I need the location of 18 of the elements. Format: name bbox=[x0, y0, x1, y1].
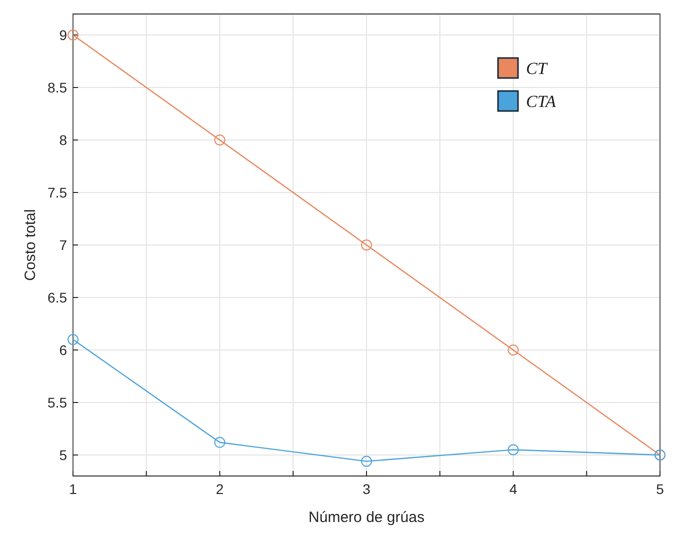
y-tick-label: 7.5 bbox=[48, 184, 68, 200]
legend-label: CTA bbox=[526, 92, 557, 111]
x-tick-label: 3 bbox=[362, 481, 371, 497]
x-tick-label: 2 bbox=[216, 481, 224, 497]
legend-label: CT bbox=[526, 59, 548, 78]
y-tick-label: 6.5 bbox=[48, 290, 68, 306]
y-tick-label: 7 bbox=[59, 237, 68, 253]
y-tick-label: 6 bbox=[59, 342, 68, 358]
y-axis-title: Costo total bbox=[22, 209, 39, 281]
x-tick-label: 1 bbox=[69, 481, 78, 497]
y-tick-label: 5.5 bbox=[48, 394, 68, 410]
y-tick-label: 9 bbox=[59, 27, 68, 43]
y-tick-label: 8.5 bbox=[48, 80, 68, 96]
y-tick-label: 8 bbox=[59, 132, 68, 148]
x-tick-label: 5 bbox=[656, 481, 664, 497]
x-tick-label: 4 bbox=[509, 481, 518, 497]
y-tick-label: 5 bbox=[59, 447, 68, 463]
x-axis-title: Número de grúas bbox=[308, 509, 424, 526]
